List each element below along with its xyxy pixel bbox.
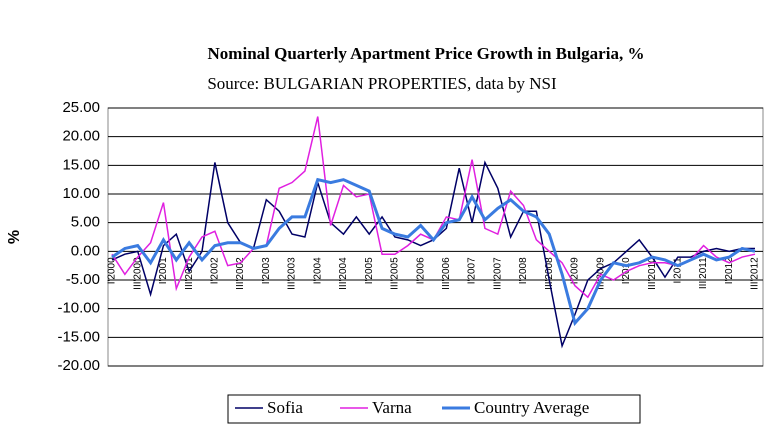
chart-title: Nominal Quarterly Apartment Price Growth… xyxy=(208,44,645,63)
legend-box xyxy=(227,394,641,424)
y-tick-label: 25.00 xyxy=(62,99,100,116)
x-tick-label: III'2002 xyxy=(235,257,246,290)
x-tick-label: III'2012 xyxy=(750,257,761,290)
x-tick-label: I'2008 xyxy=(518,257,529,284)
y-tick-label: -10.00 xyxy=(57,300,100,317)
x-tick-label: I'2004 xyxy=(312,257,323,284)
x-tick-label: I'2012 xyxy=(724,257,735,284)
x-tick-label: I'2007 xyxy=(467,257,478,284)
x-tick-label: I'2006 xyxy=(415,257,426,284)
x-tick-label: I'2001 xyxy=(158,257,169,284)
y-tick-label: -20.00 xyxy=(57,357,100,374)
x-tick-label: III'2009 xyxy=(595,257,606,290)
x-tick-label: III'2006 xyxy=(441,257,452,290)
x-tick-label: III'2005 xyxy=(390,257,401,290)
legend-label: Varna xyxy=(372,398,412,417)
x-tick-label: III'2003 xyxy=(287,257,298,290)
y-tick-label: 15.00 xyxy=(62,156,100,173)
y-tick-label: 5.00 xyxy=(71,214,100,231)
x-tick-label: I'2011 xyxy=(672,257,683,284)
x-tick-label: I'2002 xyxy=(210,257,221,284)
y-tick-label: 20.00 xyxy=(62,128,100,145)
y-axis-label: % xyxy=(6,230,23,244)
chart-subtitle: Source: BULGARIAN PROPERTIES, data by NS… xyxy=(207,74,557,93)
x-tick-label: III'2007 xyxy=(492,257,503,290)
legend-label: Country Average xyxy=(474,398,589,417)
y-tick-label: -5.00 xyxy=(66,271,100,288)
x-tick-label: III'2001 xyxy=(184,257,195,290)
x-tick-label: I'2000 xyxy=(107,257,118,284)
x-tick-label: III'2000 xyxy=(132,257,143,290)
x-tick-label: I'2005 xyxy=(364,257,375,284)
y-tick-label: 10.00 xyxy=(62,185,100,202)
x-tick-label: I'2003 xyxy=(261,257,272,284)
y-tick-label: 0.00 xyxy=(71,242,100,259)
x-tick-label: III'2008 xyxy=(544,257,555,290)
x-tick-label: III'2004 xyxy=(338,257,349,290)
x-tick-label: III'2011 xyxy=(698,257,709,289)
legend-label: Sofia xyxy=(267,398,303,417)
series-line xyxy=(111,177,756,327)
y-tick-label: -15.00 xyxy=(57,328,100,345)
x-tick-label: III'2010 xyxy=(647,257,658,290)
x-tick-label: I'2009 xyxy=(570,257,581,284)
